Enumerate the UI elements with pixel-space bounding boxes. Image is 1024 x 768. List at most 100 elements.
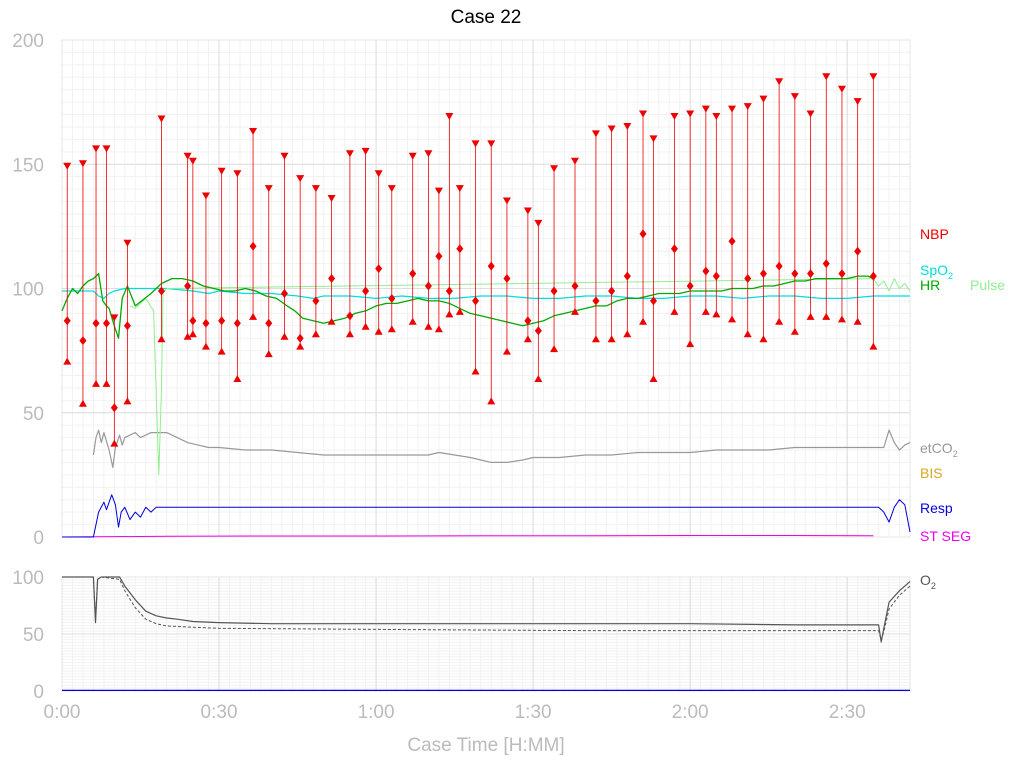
o2_exp-series-line [62,576,911,641]
nbp-diastolic-marker [534,374,543,382]
top-y-tick-label: 50 [23,404,44,425]
nbp-mean-marker [362,286,370,296]
nbp-mean-marker [639,229,647,239]
nbp-mean-marker [92,318,100,328]
nbp-mean-marker [571,281,579,291]
nbp-diastolic-marker [806,312,815,320]
nbp-systolic-marker [670,113,679,121]
nbp-systolic-marker [712,113,721,121]
nbp-systolic-marker [686,110,695,118]
nbp-mean-marker [608,286,616,296]
nbp-diastolic-marker [607,335,616,343]
nbp-mean-marker [592,296,600,306]
etco2-series-line [92,429,911,468]
x-tick-label: 2:30 [829,702,866,723]
nbp-mean-marker [775,261,783,271]
nbp-diastolic-marker [92,379,101,387]
nbp-mean-marker [102,318,110,328]
nbp-diastolic-marker [701,307,710,315]
nbp-diastolic-marker [78,399,87,407]
nbp-diastolic-marker [649,374,658,382]
x-axis-label: Case Time [H:MM] [407,735,564,756]
nbp-diastolic-marker [570,307,579,315]
nbp-systolic-marker [424,150,433,158]
nbp-systolic-marker [249,127,258,135]
nbp-systolic-marker [361,147,370,155]
nbp-systolic-marker [607,125,616,133]
top-y-tick-label: 200 [12,31,44,52]
nbp-systolic-marker [790,93,799,101]
nbp-diastolic-marker [183,332,192,340]
nbp-diastolic-marker [424,322,433,330]
chart-title: Case 22 [451,7,522,28]
nbp-systolic-marker [775,78,784,86]
bottom-panel: 0 50 100 O2 0:00 0:30 1:00 1:30 2:00 2:30 [12,568,936,723]
nbp-diastolic-marker [374,327,383,335]
hr-series-line [61,272,874,339]
nbp-diastolic-marker [591,335,600,343]
st-seg-series-line [61,535,874,538]
nbp-diastolic-marker [670,307,679,315]
nbp-diastolic-marker [327,317,336,325]
nbp-systolic-marker [63,162,72,170]
nbp-systolic-marker [502,197,511,205]
x-tick-label: 0:30 [201,702,238,723]
nbp-mean-marker [265,318,273,328]
top-y-tick-label: 150 [12,155,44,176]
nbp-diastolic-marker [102,379,111,387]
nbp-mean-marker [487,261,495,271]
pulse-series-line [129,278,911,476]
nbp-systolic-marker [728,105,737,113]
nbp-mean-marker [202,318,210,328]
nbp-mean-marker [503,274,511,284]
nbp-systolic-marker [296,175,305,183]
nbp-mean-marker [650,296,658,306]
nbp-diastolic-marker [487,397,496,405]
x-tick-label: 0:00 [44,702,81,723]
nbp-diastolic-marker [361,322,370,330]
nbp-mean-marker [123,321,131,331]
nbp-systolic-marker [445,113,454,121]
nbp-mean-marker [670,244,678,254]
nbp-mean-marker [712,271,720,281]
nbp-systolic-marker [434,187,443,195]
nbp-mean-marker [328,274,336,284]
nbp-systolic-marker [183,152,192,160]
nbp-diastolic-marker [110,439,119,447]
nbp-mean-marker [472,296,480,306]
legend-nbp: NBP [920,226,949,242]
nbp-mean-marker [63,316,71,326]
nbp-diastolic-marker [550,345,559,353]
nbp-systolic-marker [639,110,648,118]
nbp-diastolic-marker [217,347,226,355]
nbp-mean-marker [296,333,304,343]
nbp-mean-marker [534,326,542,336]
nbp-diastolic-marker [759,335,768,343]
legend-o2: O2 [920,572,936,591]
nbp-mean-marker [435,251,443,261]
nbp-diastolic-marker [311,330,320,338]
nbp-diastolic-marker [837,315,846,323]
nbp-systolic-marker [188,157,197,165]
nbp-systolic-marker [233,170,242,178]
nbp-diastolic-marker [686,340,695,348]
nbp-mean-marker [233,318,241,328]
nbp-diastolic-marker [712,310,721,318]
nbp-diastolic-marker [445,310,454,318]
nbp-systolic-marker [264,185,273,193]
nbp-systolic-marker [523,207,532,215]
nbp-mean-marker [424,281,432,291]
nbp-diastolic-marker [123,397,132,405]
nbp-systolic-marker [806,110,815,118]
o2-series-line [62,576,911,643]
nbp-diastolic-marker [790,327,799,335]
nbp-systolic-marker [743,103,752,111]
nbp-systolic-marker [591,130,600,138]
nbp-systolic-marker [374,170,383,178]
nbp-systolic-marker [92,145,101,153]
nbp-systolic-marker [822,73,831,81]
nbp-diastolic-marker [502,347,511,355]
nbp-systolic-marker [280,152,289,160]
nbp-systolic-marker [550,165,559,173]
